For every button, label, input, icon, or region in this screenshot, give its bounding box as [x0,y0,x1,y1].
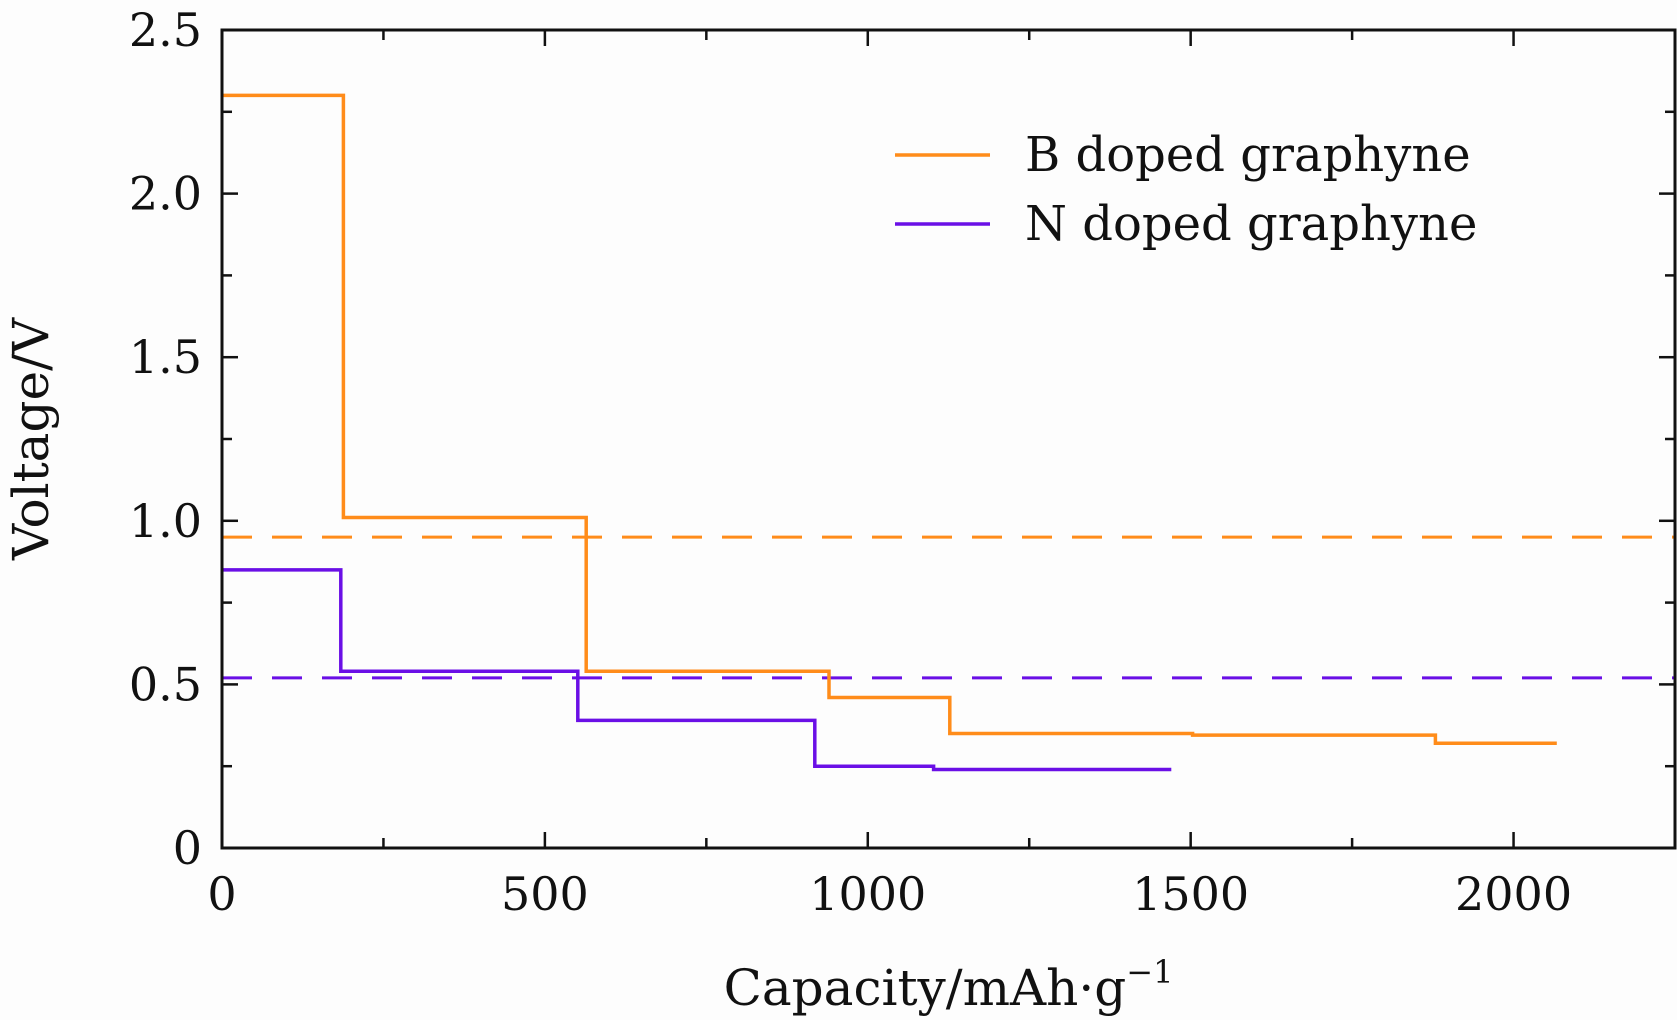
x-axis-title-superscript: −1 [1126,953,1173,991]
series-line-n-doped [222,568,1172,772]
x-tick-label-2: 1000 [809,867,926,921]
x-axis-title: Capacity/mAh·g−1 [724,953,1174,1017]
x-tick-label-0: 0 [207,867,236,921]
y-tick-label-1: 0.5 [129,657,202,711]
y-tick-label-0: 0 [173,821,202,875]
x-tick-labels: 0 500 1000 1500 2000 [207,867,1572,921]
y-tick-label-5: 2.5 [129,3,202,57]
x-axis-title-main: Capacity/mAh·g [724,959,1127,1017]
series-lines [222,93,1557,772]
legend-label-1: N doped graphyne [1025,196,1477,252]
reference-lines [222,535,1675,680]
y-tick-label-3: 1.5 [129,330,202,384]
y-tick-label-2: 1.0 [129,494,202,548]
axis-ticks [220,28,1675,850]
legend-label-0: B doped graphyne [1025,127,1471,183]
x-tick-label-4: 2000 [1455,867,1572,921]
legend: B doped graphyne N doped graphyne [895,127,1477,252]
x-tick-label-3: 1500 [1132,867,1249,921]
x-tick-label-1: 500 [501,867,589,921]
y-tick-labels: 0 0.5 1.0 1.5 2.0 2.5 [129,3,202,875]
y-tick-label-4: 2.0 [129,167,202,221]
series-line-b-doped [222,93,1557,746]
y-axis-title: Voltage/V [2,317,60,561]
